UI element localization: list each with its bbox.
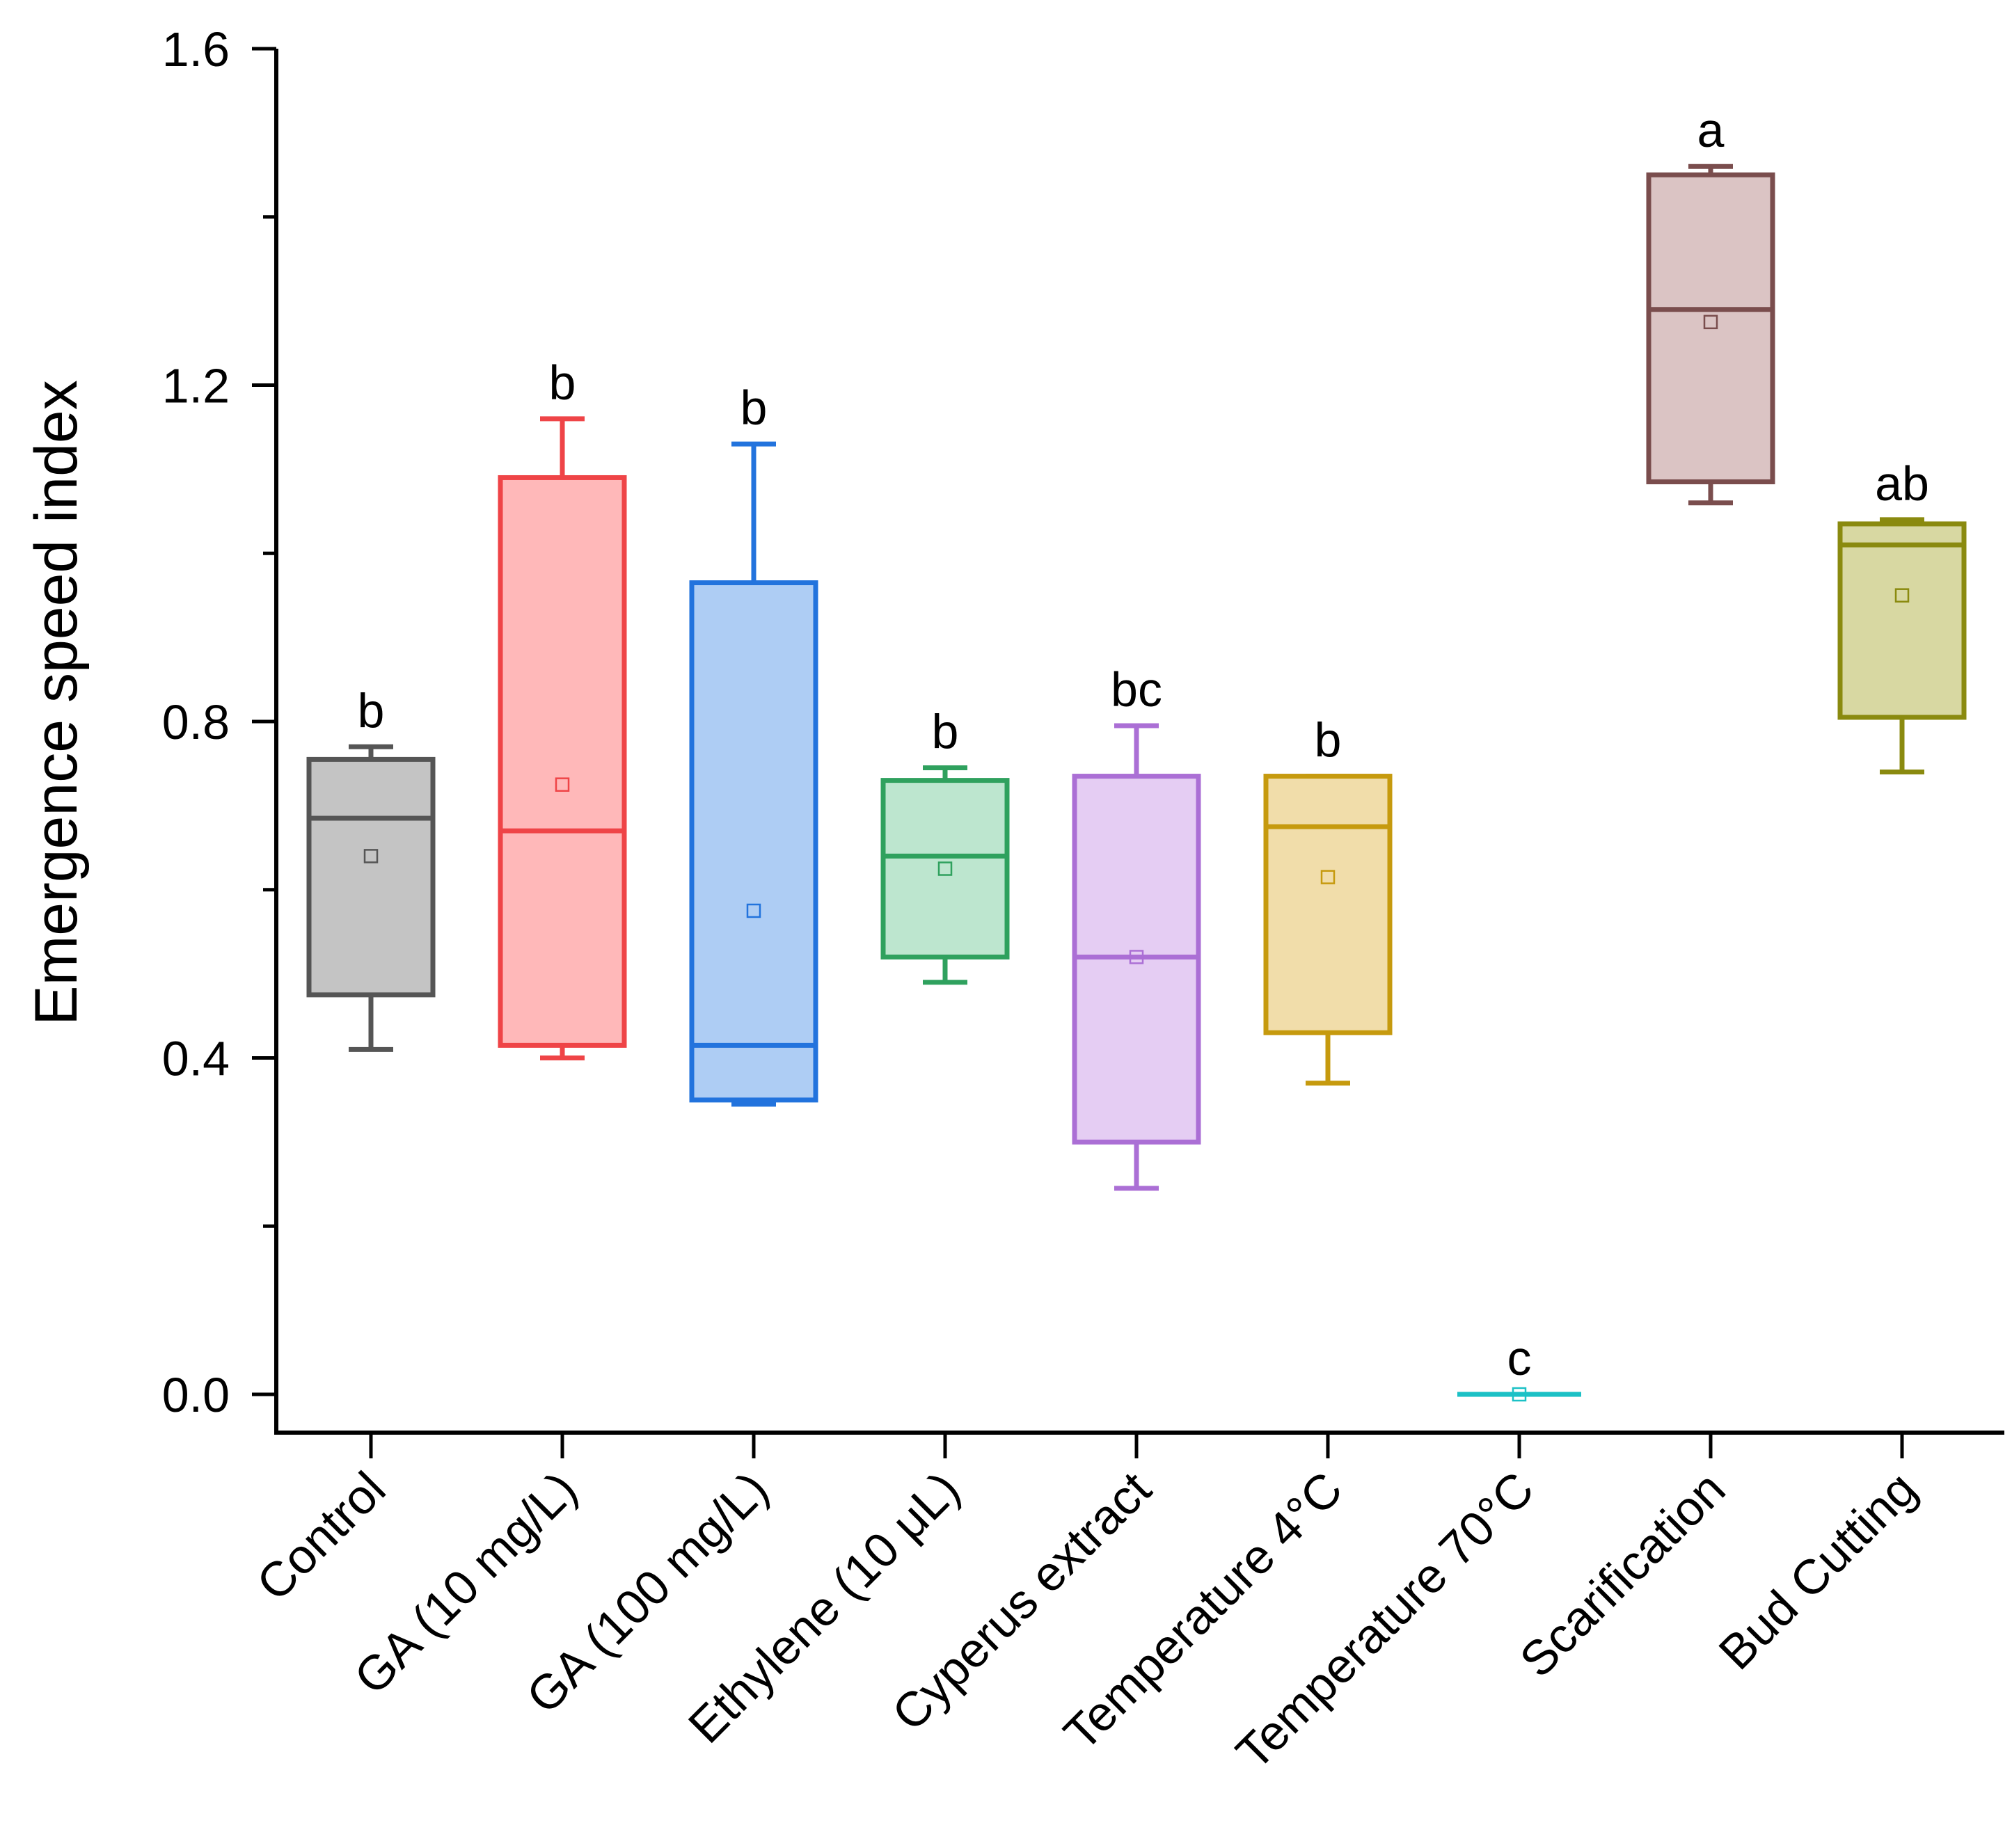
box-group: c <box>1457 1331 1581 1402</box>
significance-letter: b <box>932 704 959 758</box>
mean-marker <box>363 849 379 863</box>
box-iqr <box>498 475 627 1048</box>
category-label: Control <box>246 1461 396 1611</box>
box-iqr <box>1837 521 1967 720</box>
box-iqr <box>689 580 818 1103</box>
category-label: Scarification <box>1510 1461 1736 1687</box>
mean-marker <box>937 861 953 876</box>
box-group: b <box>306 683 436 1052</box>
mean-marker <box>555 777 570 792</box>
box-group: b <box>1263 713 1393 1086</box>
significance-letter: b <box>740 381 768 435</box>
box-iqr <box>880 778 1010 959</box>
y-tick-label: 0.8 <box>162 695 230 749</box>
y-tick-label: 0.4 <box>162 1032 230 1086</box>
mean-marker <box>746 903 761 918</box>
box-iqr <box>306 756 436 998</box>
significance-letter: b <box>358 683 385 738</box>
mean-marker <box>1320 870 1336 884</box>
significance-letter: a <box>1697 103 1725 157</box>
significance-letter: c <box>1507 1331 1532 1385</box>
y-tick-label: 1.2 <box>162 359 230 413</box>
box-group: b <box>498 356 627 1060</box>
box-group: b <box>880 704 1010 985</box>
box-group: a <box>1646 103 1775 506</box>
mean-marker <box>1894 588 1910 603</box>
y-tick-label: 0.0 <box>162 1368 230 1422</box>
mean-marker <box>1703 314 1718 330</box>
significance-letter: b <box>1315 713 1342 767</box>
category-label: Bud Cutting <box>1709 1461 1927 1680</box>
mean-marker <box>1129 950 1144 964</box>
significance-letter: b <box>549 356 576 410</box>
significance-letter: bc <box>1111 662 1162 717</box>
box-iqr <box>1263 774 1393 1035</box>
y-tick-label: 1.6 <box>162 22 230 77</box>
significance-letter: ab <box>1875 456 1929 511</box>
x-ticks <box>369 1433 1904 1458</box>
mean-marker <box>1512 1387 1527 1402</box>
y-axis-title: Emergence speed index <box>23 380 90 1025</box>
box-group: b <box>689 381 818 1107</box>
y-ticks: 0.0 0.4 0.8 1.2 1.6 <box>162 22 276 1422</box>
box-group: ab <box>1837 456 1967 775</box>
box-group: bc <box>1072 662 1201 1191</box>
